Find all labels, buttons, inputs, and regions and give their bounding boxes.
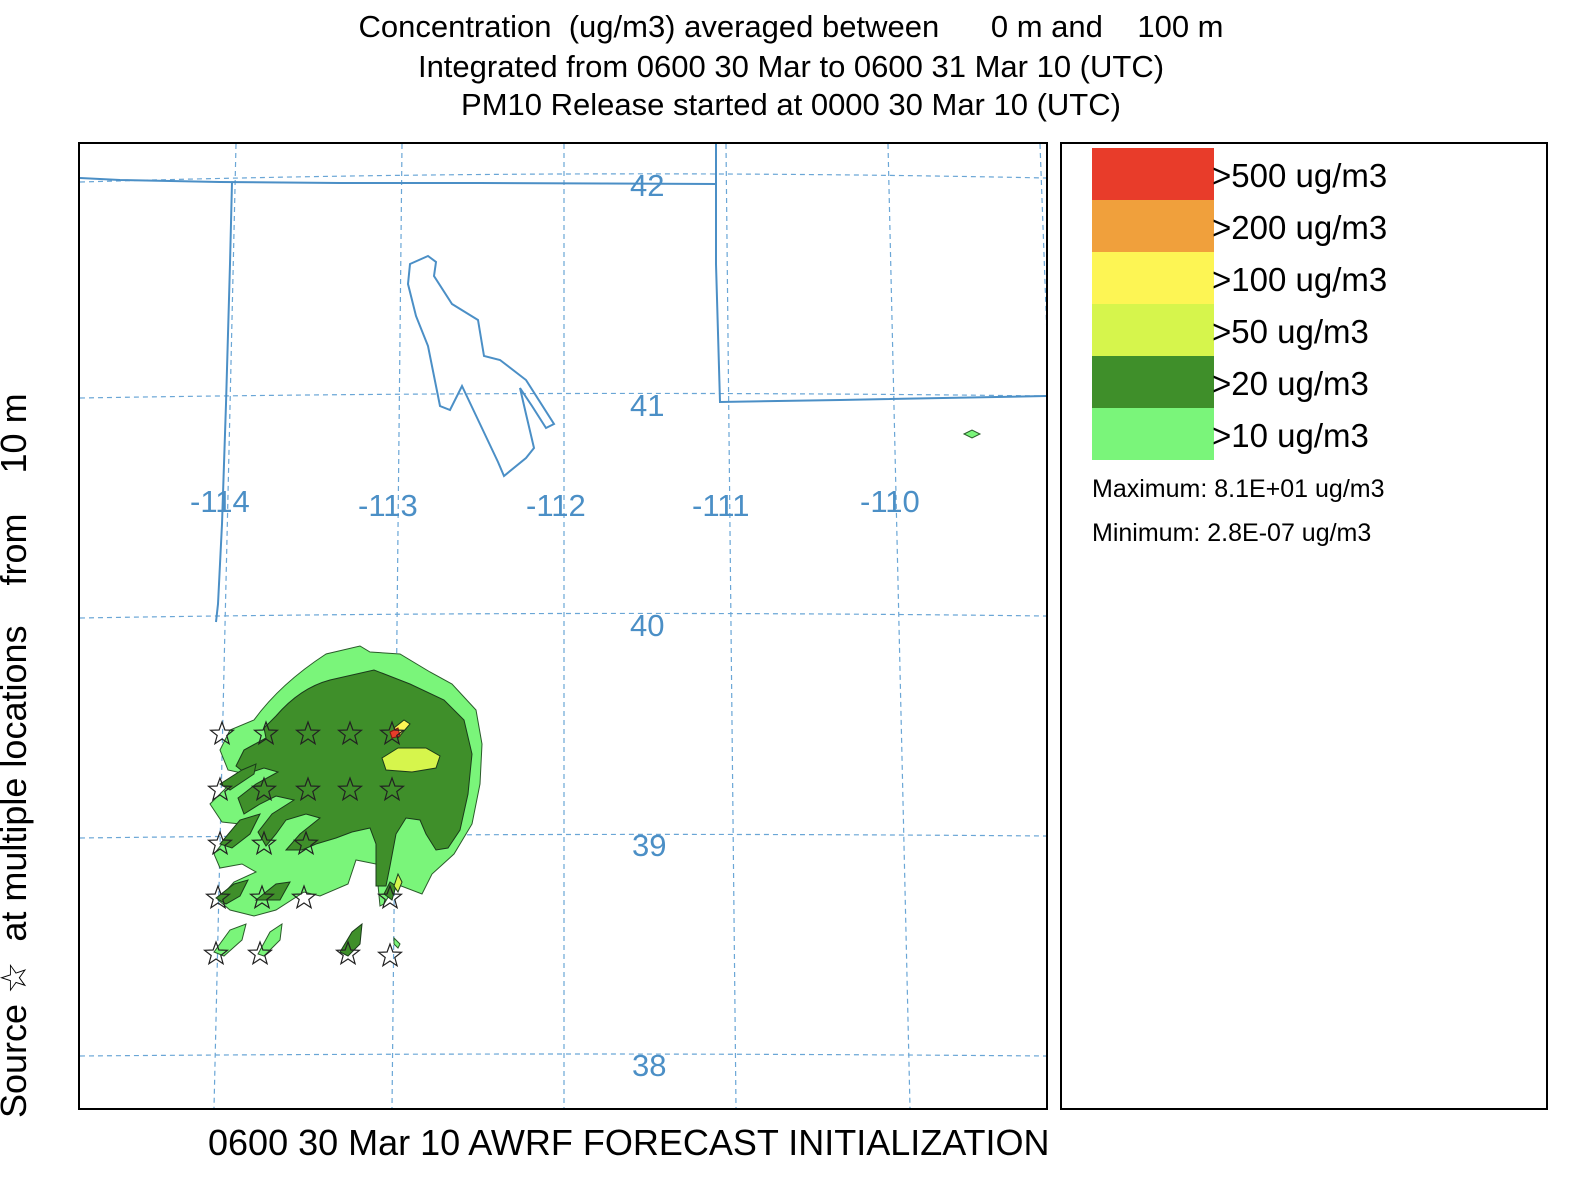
source-star-icon bbox=[294, 776, 322, 802]
source-star-icon bbox=[250, 830, 278, 856]
gridline-lat-40 bbox=[80, 612, 1046, 619]
plume-southwest-2 bbox=[257, 922, 283, 957]
plume-main-dark bbox=[235, 669, 473, 887]
plume-contour-20 bbox=[215, 669, 473, 957]
legend-label-50: >50 ug/m3 bbox=[1212, 313, 1369, 350]
source-star-icon bbox=[378, 720, 406, 746]
source-star-icon bbox=[206, 830, 234, 856]
lon-label-113: -113 bbox=[358, 488, 418, 523]
source-star-icon bbox=[252, 720, 280, 746]
title-line-3: PM10 Release started at 0000 30 Mar 10 (… bbox=[461, 87, 1121, 122]
plume-core-50 bbox=[381, 747, 441, 773]
source-star-icon bbox=[208, 720, 236, 746]
gridline-lon-109 bbox=[1039, 144, 1046, 326]
lat-label-39: 39 bbox=[632, 828, 666, 863]
minimum-value: Minimum: 2.8E-07 ug/m3 bbox=[1092, 519, 1372, 547]
legend-label-100: >100 ug/m3 bbox=[1212, 261, 1388, 298]
legend-label-10: >10 ug/m3 bbox=[1212, 417, 1369, 454]
source-star-icon bbox=[202, 940, 230, 966]
maximum-value: Maximum: 8.1E+01 ug/m3 bbox=[1092, 475, 1385, 503]
source-star-icon bbox=[294, 720, 322, 746]
source-star-icon bbox=[292, 830, 320, 856]
legend-swatch-100 bbox=[1092, 252, 1214, 304]
title-line-2: Integrated from 0600 30 Mar to 0600 31 M… bbox=[417, 49, 1165, 84]
boundary-utah-wyoming bbox=[715, 144, 1046, 404]
source-star-icon bbox=[204, 884, 232, 910]
plume-south-3 bbox=[393, 936, 401, 949]
source-star-icon bbox=[336, 720, 364, 746]
lon-label-114: -114 bbox=[190, 484, 250, 519]
legend-swatch-200 bbox=[1092, 200, 1214, 252]
plume-contour-50 bbox=[381, 747, 441, 894]
latitude-labels: 42 41 40 39 38 bbox=[630, 168, 666, 1083]
lat-label-38: 38 bbox=[632, 1048, 666, 1083]
source-height-label: Source ☆ at multiple locations from 10 m bbox=[0, 393, 34, 1118]
legend-label-20: >20 ug/m3 bbox=[1212, 365, 1369, 402]
legend-swatch-20 bbox=[1092, 356, 1214, 408]
legend-label-500: >500 ug/m3 bbox=[1212, 157, 1388, 194]
lon-label-112: -112 bbox=[526, 488, 586, 523]
plume-west-finger-4 bbox=[254, 881, 291, 901]
source-star-icon bbox=[206, 776, 234, 802]
title-line-1: Concentration (ug/m3) averaged between 0… bbox=[358, 9, 1224, 44]
legend-swatch-50 bbox=[1092, 304, 1214, 356]
lon-label-110: -110 bbox=[860, 484, 920, 519]
lat-label-40: 40 bbox=[630, 608, 664, 643]
source-star-icon bbox=[290, 884, 318, 910]
plume-west-finger-2 bbox=[219, 813, 261, 849]
great-salt-lake bbox=[406, 254, 556, 478]
source-markers bbox=[202, 720, 406, 968]
state-boundaries bbox=[80, 144, 1046, 623]
source-star-icon bbox=[246, 940, 274, 966]
gridline-lat-39 bbox=[80, 833, 1046, 839]
source-star-icon bbox=[376, 884, 404, 910]
legend-swatch-10 bbox=[1092, 408, 1214, 460]
legend-swatch-500 bbox=[1092, 148, 1214, 200]
gridline-lon-111 bbox=[725, 144, 737, 1108]
source-star-icon bbox=[376, 942, 404, 968]
gridline-lat-41 bbox=[80, 392, 1046, 399]
plume-southwest-1 bbox=[213, 923, 247, 957]
lat-label-42: 42 bbox=[630, 168, 664, 203]
source-star-icon bbox=[336, 776, 364, 802]
boundary-utah-nevada bbox=[215, 181, 233, 623]
map-canvas: 42 41 40 39 38 -114 -113 -112 -111 -110 bbox=[80, 144, 1046, 1108]
lon-label-111: -111 bbox=[692, 488, 749, 523]
legend-panel: >500 ug/m3 >200 ug/m3 >100 ug/m3 >50 ug/… bbox=[1060, 142, 1548, 1110]
legend-label-200: >200 ug/m3 bbox=[1212, 209, 1388, 246]
lat-label-41: 41 bbox=[630, 388, 664, 423]
plume-south-50 bbox=[393, 872, 403, 894]
gridline-lon-113 bbox=[391, 144, 403, 1108]
source-star-icon bbox=[378, 776, 406, 802]
latitude-gridlines bbox=[80, 173, 1046, 1057]
gridline-lat-38 bbox=[80, 1053, 1046, 1057]
gridline-lon-110 bbox=[887, 144, 911, 1108]
plume-east-blob bbox=[962, 429, 982, 439]
gridline-lon-114 bbox=[213, 144, 237, 1108]
boundary-utah-idaho bbox=[80, 177, 717, 185]
source-star-icon bbox=[248, 884, 276, 910]
gridline-lat-42 bbox=[80, 173, 1046, 183]
source-star-icon bbox=[250, 776, 278, 802]
source-star-icon bbox=[334, 940, 362, 966]
longitude-labels: -114 -113 -112 -111 -110 bbox=[190, 484, 920, 523]
footer-caption: 0600 30 Mar 10 AWRF FORECAST INITIALIZAT… bbox=[208, 1122, 1050, 1163]
map-panel: 42 41 40 39 38 -114 -113 -112 -111 -110 bbox=[78, 142, 1048, 1110]
